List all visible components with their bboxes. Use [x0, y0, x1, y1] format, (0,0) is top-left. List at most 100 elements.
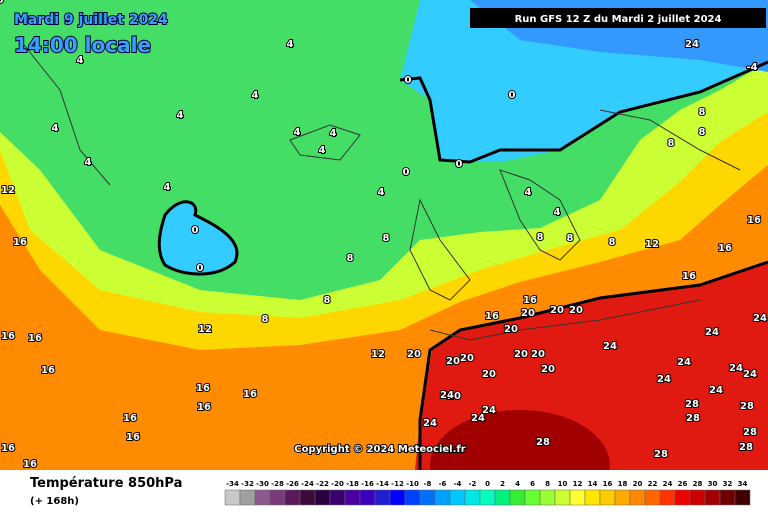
- contour-label: 20: [541, 364, 555, 375]
- contour-label: 16: [1, 331, 15, 342]
- legend-label: -28: [271, 480, 284, 488]
- legend-label: 16: [603, 480, 613, 488]
- legend-swatch: [329, 489, 346, 506]
- contour-label: 4: [52, 123, 59, 134]
- contour-label: 8: [699, 107, 706, 118]
- legend-label: 12: [573, 480, 583, 488]
- legend-label: -12: [391, 480, 404, 488]
- contour-label: 4: [177, 110, 184, 121]
- contour-label: 0: [192, 225, 199, 236]
- twenty-contour: [418, 260, 768, 470]
- legend-swatch: [389, 489, 406, 506]
- contour-label: 16: [126, 432, 140, 443]
- legend-swatch: [374, 489, 391, 506]
- legend-label: -6: [439, 480, 447, 488]
- contour-label: 16: [28, 333, 42, 344]
- legend-swatch: [254, 489, 271, 506]
- legend-label: -32: [241, 480, 254, 488]
- legend-swatch: [434, 489, 451, 506]
- contour-label: 0: [456, 159, 463, 170]
- legend-label: -24: [301, 480, 314, 488]
- legend-swatch: [344, 489, 361, 506]
- legend-swatch: [659, 489, 676, 506]
- legend-swatch: [224, 489, 241, 506]
- contour-label: -4: [746, 62, 757, 73]
- contour-label: 0: [509, 90, 516, 101]
- contour-label: 20: [460, 353, 474, 364]
- legend-label: -10: [406, 480, 419, 488]
- contour-label: 24: [743, 369, 757, 380]
- contour-label: 24: [753, 313, 767, 324]
- contour-label: 24: [709, 385, 723, 396]
- legend-label: -16: [361, 480, 374, 488]
- contour-label: 24: [657, 374, 671, 385]
- legend-label: 10: [558, 480, 568, 488]
- contour-label: 16: [123, 413, 137, 424]
- contour-label: 0: [197, 263, 204, 274]
- contour-label: 24: [705, 327, 719, 338]
- contour-label: 20: [569, 305, 583, 316]
- legend-label: 24: [663, 480, 673, 488]
- contour-label: 24: [685, 39, 699, 50]
- legend-swatch: [719, 489, 736, 506]
- coastlines: [19, 39, 741, 341]
- legend-label: -22: [316, 480, 329, 488]
- contour-label: 8: [347, 253, 354, 264]
- contour-label: 16: [197, 402, 211, 413]
- legend-swatch: [464, 489, 481, 506]
- contour-label: 4: [378, 187, 385, 198]
- contour-label: 24: [482, 405, 496, 416]
- contour-label: 16: [243, 389, 257, 400]
- contour-label: 8: [324, 295, 331, 306]
- contour-label: 12: [198, 324, 212, 335]
- contour-label: 28: [536, 437, 550, 448]
- legend-swatch: [509, 489, 526, 506]
- legend-swatch: [239, 489, 256, 506]
- run-box: [470, 8, 766, 28]
- legend-swatch: [419, 489, 436, 506]
- contour-label: 8: [668, 138, 675, 149]
- legend-label: -4: [454, 480, 462, 488]
- contour-label: 12: [371, 349, 385, 360]
- legend-label: 4: [515, 480, 520, 488]
- contour-label: 20: [521, 308, 535, 319]
- contour-label: 24: [677, 357, 691, 368]
- contour-label: 12: [645, 239, 659, 250]
- legend-label: -18: [346, 480, 359, 488]
- contour-label: 16: [485, 311, 499, 322]
- contour-label: 20: [550, 305, 564, 316]
- legend-label: 22: [648, 480, 658, 488]
- legend-swatch: [404, 489, 421, 506]
- contour-label: 4: [554, 207, 561, 218]
- contour-label: 20: [482, 369, 496, 380]
- legend-swatch: [704, 489, 721, 506]
- contour-label: 24: [471, 413, 485, 424]
- legend-label: 14: [588, 480, 598, 488]
- legend-label: 34: [738, 480, 748, 488]
- contour-label: 28: [740, 401, 754, 412]
- contour-label: 16: [718, 243, 732, 254]
- contour-label: 4: [330, 128, 337, 139]
- legend-swatch: [689, 489, 706, 506]
- contour-label: 8: [383, 233, 390, 244]
- contour-label: 0: [0, 0, 4, 6]
- legend-swatch: [599, 489, 616, 506]
- legend-swatch: [584, 489, 601, 506]
- legend-swatch: [644, 489, 661, 506]
- legend-swatch: [479, 489, 496, 506]
- legend-swatch: [524, 489, 541, 506]
- contour-label: 4: [77, 55, 84, 66]
- legend-label: 18: [618, 480, 628, 488]
- contour-label: 4: [164, 182, 171, 193]
- footer-title: Température 850hPa: [30, 476, 182, 491]
- contour-label: 16: [1, 443, 15, 454]
- legend-swatch: [734, 489, 751, 506]
- legend-label: 26: [678, 480, 688, 488]
- color-legend: -34 -32 -30 -28 -26 -24 -22 -20 -18 -16 -14 -12 -10-…: [224, 480, 751, 506]
- legend-label: -8: [424, 480, 432, 488]
- contour-label: 4: [525, 187, 532, 198]
- contour-label: 16: [747, 215, 761, 226]
- legend-label: 32: [723, 480, 733, 488]
